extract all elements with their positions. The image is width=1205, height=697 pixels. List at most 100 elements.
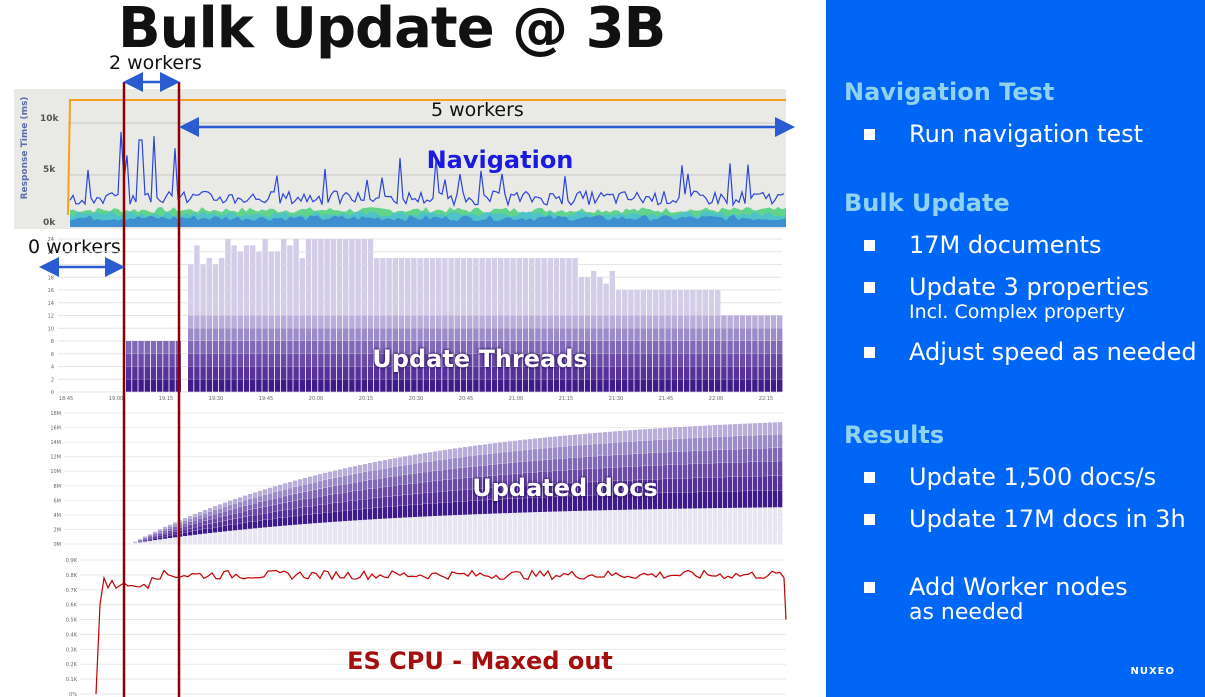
docs-bar-segment (363, 480, 368, 490)
docs-bar-segment (363, 489, 368, 499)
threads-bar-segment (597, 302, 603, 316)
threads-bar-segment (615, 328, 622, 341)
threads-bar-segment (274, 290, 281, 303)
docs-bar-segment (238, 501, 243, 507)
docs-bar-segment (533, 438, 538, 449)
docs-bar-segment (778, 475, 783, 491)
docs-bar-segment (573, 511, 578, 544)
threads-bar-segment (535, 277, 541, 290)
docs-bar-segment (718, 449, 723, 463)
docs-bar-segment (438, 491, 443, 503)
threads-bar-segment (163, 366, 169, 379)
docs-bar-segment (523, 512, 528, 544)
threads-bar-segment (473, 353, 479, 367)
threads-bar-segment (467, 353, 473, 367)
threads-bar-segment (312, 264, 318, 277)
threads-bar-segment (293, 277, 299, 290)
threads-bar-segment (460, 258, 467, 265)
docs-bar-segment (438, 450, 443, 460)
docs-bar-segment (238, 517, 243, 524)
threads-bar-segment (324, 264, 330, 277)
threads-bar-segment (411, 379, 417, 392)
threads-bar-segment (622, 366, 628, 379)
docs-bar-segment (358, 465, 363, 473)
threads-bar-segment (597, 277, 603, 290)
threads-bar-segment (219, 366, 225, 379)
threads-bar-segment (336, 264, 343, 277)
docs-bar-segment (668, 439, 673, 452)
threads-bar-segment (659, 315, 665, 328)
threads-bar-segment (566, 315, 572, 328)
docs-bar-segment (653, 493, 658, 510)
threads-xtick: 21:15 (559, 396, 573, 402)
threads-bar-segment (405, 258, 411, 265)
threads-bar-segment (318, 290, 324, 303)
docs-bar-segment (733, 424, 738, 436)
threads-bar-segment (659, 353, 665, 367)
threads-bar-segment (584, 290, 591, 303)
docs-bar-segment (518, 450, 523, 462)
threads-bar-segment (163, 379, 169, 392)
docs-bar-segment (263, 489, 268, 495)
docs-bar-segment (513, 513, 518, 544)
docs-bar-segment (223, 525, 228, 532)
docs-bar-segment (503, 499, 508, 514)
navigation-area-layer (70, 215, 786, 227)
docs-bar-segment (553, 459, 558, 471)
docs-bar-segment (573, 495, 578, 512)
threads-bar-segment (684, 379, 690, 392)
bullet-update-17m-3h: Update 17M docs in 3h (909, 505, 1186, 533)
threads-ytick: 8 (51, 339, 54, 345)
docs-bar-segment (328, 522, 333, 544)
threads-bar-segment (392, 290, 398, 303)
docs-bar-segment (673, 478, 678, 493)
docs-bar-segment (258, 514, 263, 521)
threads-bar-segment (770, 366, 777, 379)
docs-bar-segment (728, 462, 733, 477)
docs-bar-segment (448, 449, 453, 459)
docs-bar-segment (288, 481, 293, 488)
docs-bar-segment (323, 480, 328, 488)
docs-bar-segment (558, 458, 563, 471)
docs-bar-segment (648, 428, 653, 441)
threads-bar-segment (200, 290, 206, 303)
threads-bar-segment (504, 302, 510, 316)
threads-bar-segment (653, 302, 659, 316)
docs-bar-segment (703, 437, 708, 451)
threads-bar-segment (553, 277, 560, 290)
threads-bar-segment (256, 277, 262, 290)
threads-bar-segment (677, 366, 684, 379)
docs-bar-segment (328, 494, 333, 504)
threads-bar-segment (243, 302, 250, 316)
docs-bar-segment (668, 509, 673, 544)
threads-bar-segment (367, 341, 374, 354)
docs-bar-segment (328, 471, 333, 479)
threads-bar-segment (423, 258, 429, 265)
threads-bar-segment (702, 366, 708, 379)
docs-bar-segment (263, 513, 268, 520)
threads-bar-segment (460, 341, 467, 354)
docs-bar-segment (293, 500, 298, 509)
threads-bar-segment (498, 277, 504, 290)
docs-bar-segment (268, 493, 273, 500)
threads-bar-segment (281, 277, 287, 290)
docs-bar-segment (428, 452, 433, 462)
threads-bar-segment (467, 258, 473, 265)
threads-bar-segment (628, 302, 634, 316)
threads-bar-segment (560, 302, 566, 316)
docs-bar-segment (328, 503, 333, 512)
docs-bar-segment (433, 516, 438, 544)
threads-bar-segment (194, 353, 200, 367)
docs-bar-segment (293, 493, 298, 501)
docs-bar-segment (388, 506, 393, 519)
docs-bar-segment (233, 499, 238, 504)
threads-bar-segment (355, 239, 361, 252)
threads-bar-segment (287, 315, 293, 328)
threads-bar-segment (188, 341, 194, 354)
threads-bar-segment (126, 366, 132, 379)
threads-bar-segment (436, 264, 442, 277)
threads-bar-segment (144, 366, 150, 379)
threads-bar-segment (603, 315, 609, 328)
threads-bar-segment (293, 328, 299, 341)
docs-bar-segment (338, 476, 343, 485)
